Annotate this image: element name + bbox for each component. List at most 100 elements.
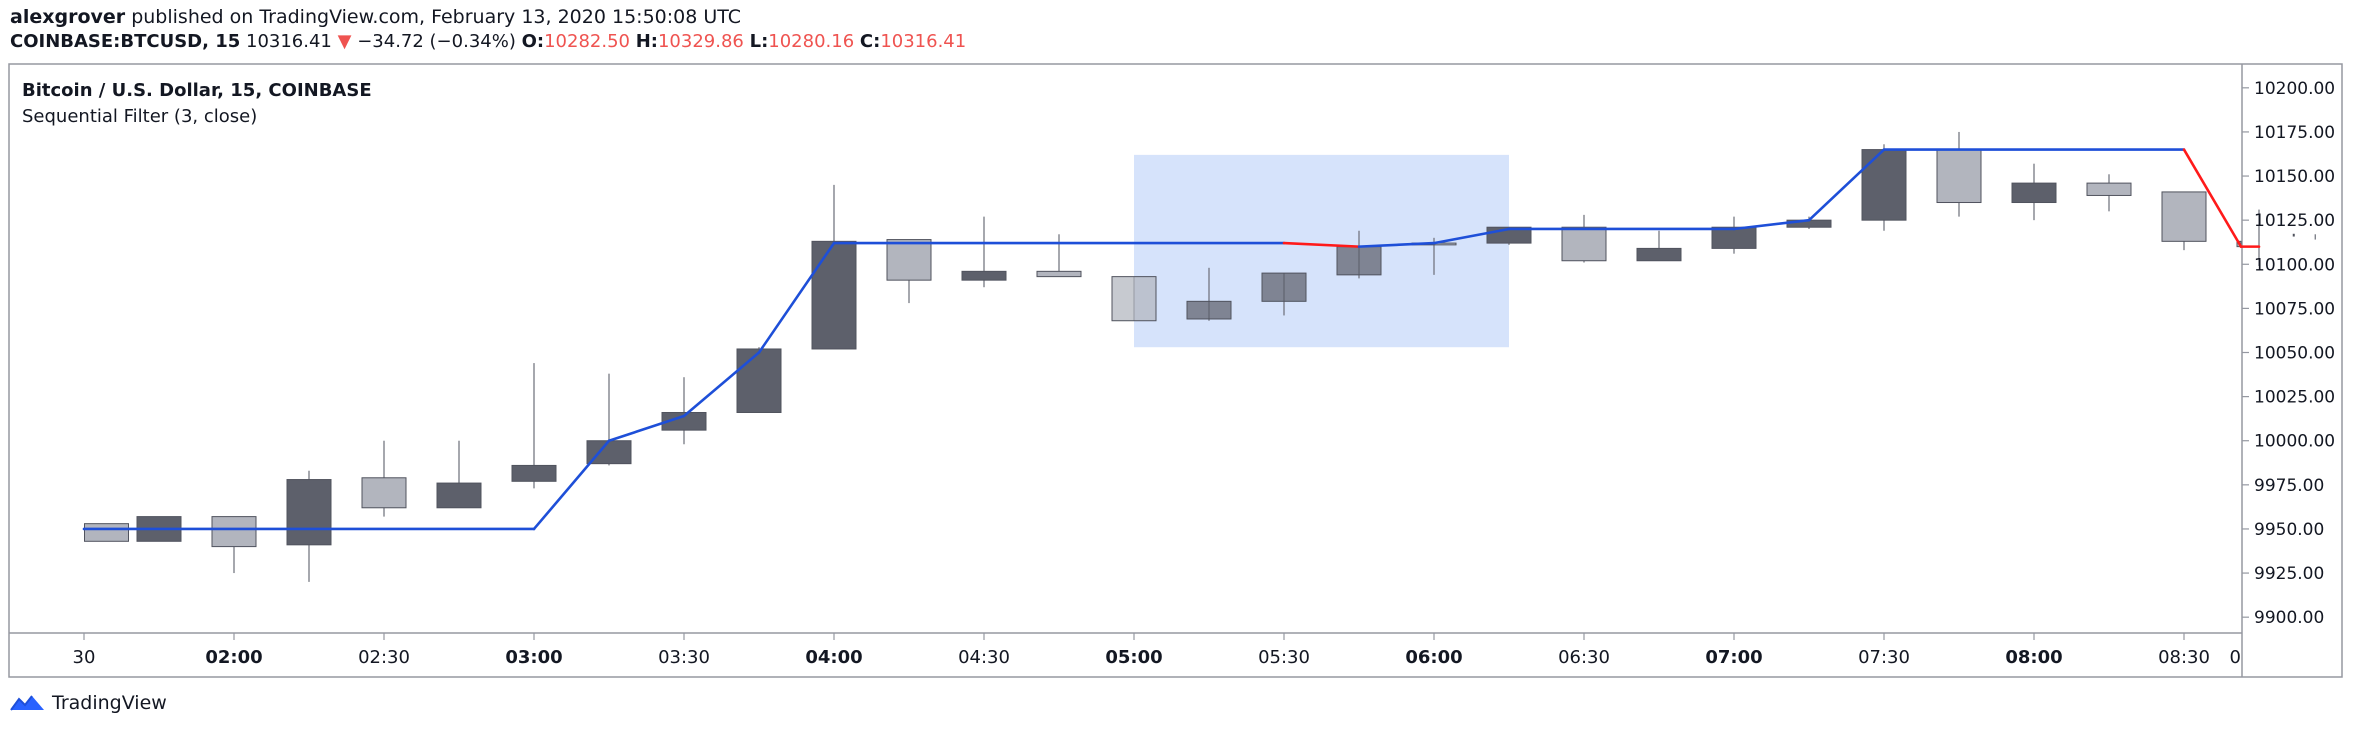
candle-body [361, 477, 407, 509]
candle[interactable] [2292, 233, 2316, 240]
candle[interactable] [736, 347, 782, 413]
candle[interactable] [1636, 230, 1682, 262]
candle[interactable] [961, 216, 1007, 288]
candle-body [286, 479, 332, 546]
filter-line-segment [1732, 218, 1811, 231]
candle[interactable] [2011, 163, 2057, 221]
x-tick-label: 0 [2230, 647, 2241, 668]
indicator-legend: Sequential Filter (3, close) [22, 106, 257, 127]
candle[interactable] [886, 239, 932, 304]
open-value: 10282.50 [544, 31, 630, 52]
symbol-label: COINBASE:BTCUSD, 15 [10, 31, 241, 52]
candle[interactable] [286, 470, 332, 582]
candle[interactable] [436, 440, 482, 509]
x-tick-label: 05:00 [1105, 647, 1162, 668]
candle[interactable] [1336, 230, 1382, 279]
candle[interactable] [1186, 267, 1232, 321]
candle-body [1936, 149, 1982, 204]
price-change: −34.72 (−0.34%) [357, 31, 516, 52]
x-tick-label: 07:30 [1858, 647, 1910, 668]
candle-body [2086, 182, 2132, 196]
candle[interactable] [1561, 214, 1607, 263]
filter-line-segment [682, 351, 761, 418]
tradingview-footer[interactable]: TradingView [10, 692, 167, 714]
low-label: L: [749, 31, 769, 52]
x-tick-label: 04:00 [805, 647, 862, 668]
y-tick-label: 10125.00 [2254, 211, 2335, 231]
x-tick-label: 04:30 [958, 647, 1010, 668]
candle-body [661, 411, 707, 431]
close-label: C: [859, 31, 881, 52]
y-tick-label: 10075.00 [2254, 299, 2335, 319]
candle[interactable] [1711, 216, 1757, 254]
candle[interactable] [1861, 144, 1907, 231]
candle-body [1636, 247, 1682, 262]
y-tick-label: 10025.00 [2254, 388, 2335, 408]
candle[interactable] [2161, 191, 2207, 251]
down-arrow-icon: ▼ [337, 31, 352, 52]
candle-body [1711, 226, 1757, 249]
filter-line-segment [607, 414, 686, 443]
author-name[interactable]: alexgrover [10, 6, 126, 28]
candle[interactable] [1261, 272, 1307, 316]
candle-body [1036, 270, 1082, 278]
candle[interactable] [1036, 234, 1082, 278]
candle-body [2292, 233, 2295, 237]
candle-body [1561, 226, 1607, 262]
candle-body [736, 348, 782, 413]
x-tick-label: 08:30 [2158, 647, 2210, 668]
y-tick-label: 10000.00 [2254, 432, 2335, 452]
x-tick-label: 07:00 [1705, 647, 1762, 668]
y-tick-label: 9975.00 [2254, 476, 2324, 496]
candle-body [211, 516, 257, 548]
candle-body [961, 270, 1007, 281]
filter-line-segment [2182, 148, 2243, 248]
candle[interactable] [1111, 276, 1157, 322]
close-value: 10316.41 [880, 31, 967, 52]
x-tick-label: 02:00 [205, 647, 262, 668]
x-tick-label: 30 [73, 647, 96, 668]
candle[interactable] [586, 373, 632, 466]
candle-body [511, 464, 557, 482]
y-tick-label: 10175.00 [2254, 123, 2335, 143]
filter-line-segment [1357, 241, 1436, 248]
y-tick-label: 9950.00 [2254, 520, 2324, 540]
chart-title: Bitcoin / U.S. Dollar, 15, COINBASE [22, 80, 372, 101]
candle-body [1261, 272, 1307, 302]
x-tick-label: 03:30 [658, 647, 710, 668]
y-tick-label: 10200.00 [2254, 79, 2335, 99]
y-tick-label: 10150.00 [2254, 167, 2335, 187]
candle-body [811, 240, 857, 350]
candle[interactable] [84, 523, 129, 542]
last-price: 10316.41 [246, 31, 332, 52]
high-value: 10329.86 [657, 31, 744, 52]
candle[interactable] [1936, 131, 1982, 217]
candle[interactable] [211, 516, 257, 574]
x-tick-label: 05:30 [1258, 647, 1310, 668]
x-tick-label: 02:30 [358, 647, 410, 668]
tradingview-logo-icon [10, 695, 44, 711]
x-tick-label: 03:00 [505, 647, 562, 668]
filter-line-segment [532, 439, 611, 531]
high-label: H: [635, 31, 658, 52]
candle-body [1186, 300, 1232, 320]
y-tick-label: 9925.00 [2254, 564, 2324, 584]
candle-body [886, 239, 932, 281]
candle[interactable] [2086, 174, 2132, 212]
candle-body [1861, 149, 1907, 221]
brand-name: TradingView [52, 692, 167, 714]
y-tick-label: 9900.00 [2254, 608, 2324, 628]
open-label: O: [521, 31, 545, 52]
filter-line-segment [1432, 227, 1511, 245]
candle[interactable] [811, 184, 857, 350]
candle-body [1336, 246, 1382, 276]
candle-body [2161, 191, 2207, 242]
candle[interactable] [361, 440, 407, 517]
candle[interactable] [511, 363, 557, 489]
low-value: 10280.16 [768, 31, 855, 52]
candle[interactable] [661, 377, 707, 445]
filter-line-segment [757, 241, 836, 354]
publish-info: alexgrover published on TradingView.com,… [10, 6, 741, 28]
candle-body [2011, 182, 2057, 204]
